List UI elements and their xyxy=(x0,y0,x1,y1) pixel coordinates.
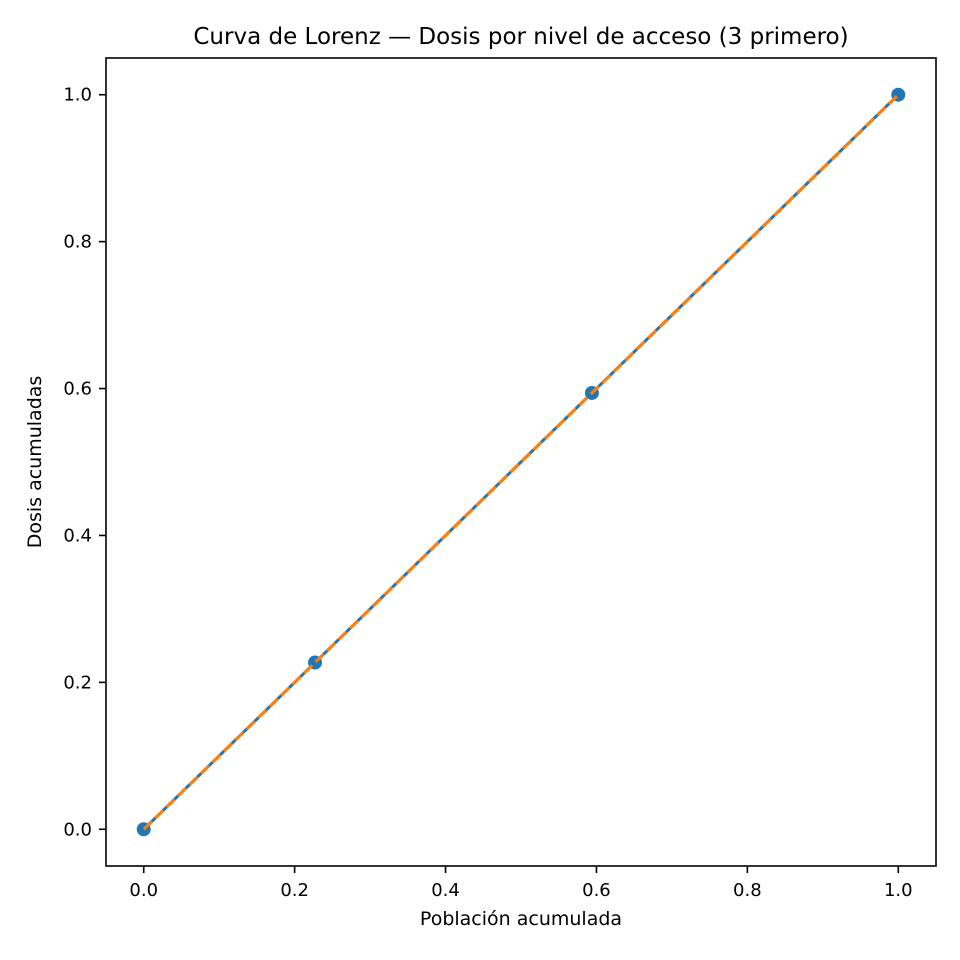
x-axis-label: Población acumulada xyxy=(420,908,622,930)
lorenz-curve-line xyxy=(142,93,900,831)
series-layer xyxy=(136,87,906,837)
x-tick-label: 1.0 xyxy=(884,880,913,901)
y-tick-label: 0.8 xyxy=(63,232,92,253)
y-axis-label: Dosis acumuladas xyxy=(24,376,46,549)
y-axis-ticks: 0.0 0.2 0.4 0.6 0.8 1.0 xyxy=(63,85,106,840)
x-tick-label: 0.0 xyxy=(129,880,158,901)
x-axis-ticks: 0.0 0.2 0.4 0.6 0.8 1.0 xyxy=(129,866,913,901)
x-tick-label: 0.2 xyxy=(280,880,309,901)
x-tick-label: 0.6 xyxy=(582,880,611,901)
plot-area-frame xyxy=(105,57,937,867)
chart-title: Curva de Lorenz — Dosis por nivel de acc… xyxy=(193,24,848,50)
y-tick-label: 0.0 xyxy=(63,819,92,840)
y-tick-label: 0.6 xyxy=(63,379,92,400)
x-tick-label: 0.4 xyxy=(431,880,460,901)
y-tick-label: 0.2 xyxy=(63,672,92,693)
y-tick-label: 0.4 xyxy=(63,525,92,546)
y-tick-label: 1.0 xyxy=(63,85,92,106)
x-tick-label: 0.8 xyxy=(733,880,762,901)
